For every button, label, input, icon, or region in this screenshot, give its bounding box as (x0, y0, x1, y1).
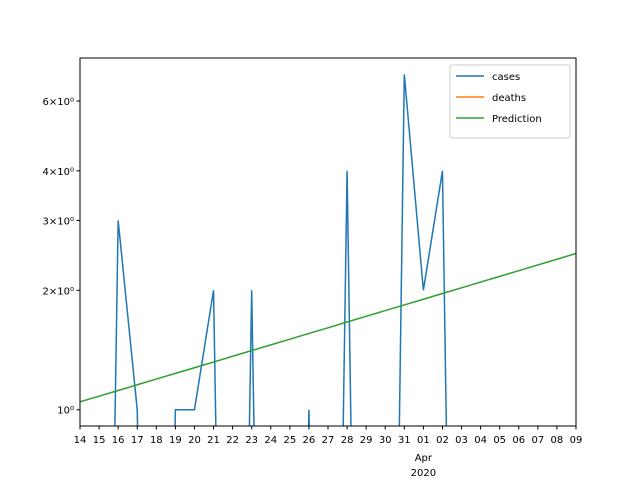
x-tick-sublabel: Apr (415, 453, 433, 464)
x-tick-label: 15 (93, 435, 106, 446)
x-tick-label: 16 (112, 435, 125, 446)
x-tick-label: 08 (551, 435, 564, 446)
x-tick-label: 28 (341, 435, 354, 446)
x-tick-label: 23 (245, 435, 258, 446)
x-tick-label: 25 (283, 435, 296, 446)
y-tick-label: 2×10⁰ (43, 286, 74, 297)
x-tick-sublabel: 2020 (411, 468, 436, 479)
x-tick-label: 09 (570, 435, 583, 446)
plot-area (80, 74, 576, 426)
x-tick-label: 18 (150, 435, 163, 446)
x-tick-label: 21 (207, 435, 220, 446)
y-tick-label: 6×10⁰ (43, 97, 74, 108)
x-tick-label: 20 (188, 435, 201, 446)
x-tick-label: 22 (226, 435, 239, 446)
x-tick-label: 27 (322, 435, 335, 446)
x-tick-label: 31 (398, 435, 411, 446)
legend-label: cases (492, 72, 520, 83)
x-tick-label: 14 (74, 435, 87, 446)
y-tick-label: 3×10⁰ (43, 216, 74, 227)
x-tick-label: 04 (474, 435, 487, 446)
x-tick-label: 01 (417, 435, 430, 446)
x-tick-label: 17 (131, 435, 144, 446)
x-tick-label: 05 (493, 435, 506, 446)
x-tick-label: 07 (531, 435, 544, 446)
y-tick-label: 10⁰ (57, 406, 74, 417)
legend-label: Prediction (492, 114, 542, 125)
x-tick-label: 24 (264, 435, 277, 446)
x-tick-label: 19 (169, 435, 182, 446)
x-tick-label: 26 (303, 435, 316, 446)
x-tick-label: 30 (379, 435, 392, 446)
x-tick-label: 02 (436, 435, 449, 446)
x-tick-label: 29 (360, 435, 373, 446)
legend-label: deaths (492, 93, 526, 104)
x-tick-label: 06 (512, 435, 525, 446)
legend-box (449, 64, 571, 139)
x-tick-label: 03 (455, 435, 468, 446)
y-tick-label: 4×10⁰ (43, 167, 74, 178)
series-line (80, 252, 576, 403)
